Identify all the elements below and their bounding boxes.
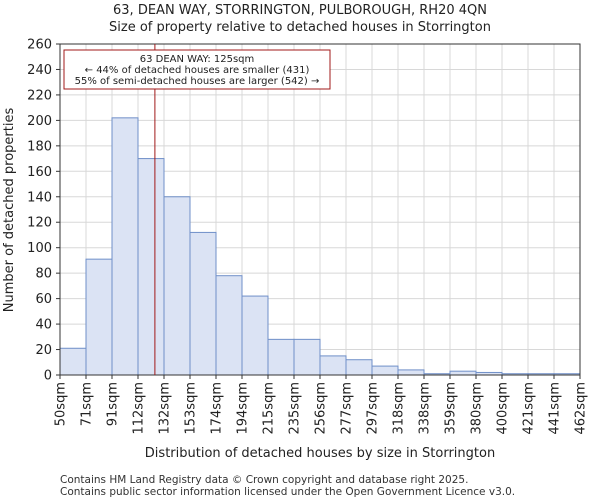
histogram-bar (111, 117, 139, 376)
histogram-bar (215, 275, 243, 376)
y-tick-label: 260 (27, 38, 52, 53)
x-axis: 50sqm 71sqm 91sqm 112sqm 132sqm 153sqm 174sqm 1… (54, 375, 589, 435)
x-tick-label: 235sqm (288, 382, 303, 435)
x-tick-label: 400sqm (496, 382, 511, 435)
chart-title: 63, DEAN WAY, STORRINGTON, PULBOROUGH, R… (113, 3, 487, 18)
y-tick-label: 100 (27, 241, 52, 256)
x-tick-label: 338sqm (418, 382, 433, 435)
x-tick-label: 421sqm (522, 382, 537, 435)
histogram-bar (345, 359, 373, 376)
x-tick-label: 256sqm (314, 382, 329, 435)
histogram-bar (267, 338, 295, 376)
y-tick-label: 0 (44, 369, 52, 384)
annotation-box (63, 49, 331, 90)
x-tick-label: 380sqm (470, 382, 485, 435)
y-axis: 0 20 40 60 80 100 120 140 160 180 200 220 240 260 (27, 38, 60, 384)
annotation-line-2: ← 44% of detached houses are smaller (43… (85, 65, 310, 76)
histogram-bar (59, 347, 87, 376)
y-tick-label: 200 (27, 114, 52, 129)
x-tick-label: 297sqm (366, 382, 381, 435)
y-tick-label: 80 (35, 267, 52, 282)
histogram-bar (319, 355, 347, 376)
footer-line-2: Contains public sector information licen… (60, 486, 515, 498)
y-axis-label: Number of detached properties (2, 108, 17, 313)
x-tick-label: 359sqm (444, 382, 459, 435)
histogram-bar (449, 370, 477, 376)
x-tick-label: 50sqm (54, 382, 69, 426)
y-tick-label: 240 (27, 63, 52, 78)
x-tick-label: 194sqm (236, 382, 251, 435)
histogram-bar (137, 158, 165, 376)
bars (59, 117, 581, 376)
y-tick-label: 120 (27, 216, 52, 231)
x-axis-label: Distribution of detached houses by size … (145, 446, 495, 461)
y-tick-label: 20 (35, 343, 52, 358)
footer-line-1: Contains HM Land Registry data © Crown c… (60, 474, 468, 486)
y-tick-label: 40 (35, 318, 52, 333)
x-tick-label: 277sqm (340, 382, 355, 435)
histogram-bar (371, 365, 399, 376)
histogram-bar (293, 338, 321, 376)
x-tick-label: 174sqm (210, 382, 225, 435)
y-tick-label: 60 (35, 292, 52, 307)
histogram-bar (189, 231, 217, 376)
annotation-line-3: 55% of semi-detached houses are larger (… (75, 76, 320, 87)
histogram-bar (163, 196, 191, 376)
x-tick-label: 462sqm (574, 382, 589, 435)
y-tick-label: 160 (27, 165, 52, 180)
x-tick-label: 112sqm (132, 382, 147, 435)
histogram-bar (397, 369, 425, 376)
x-tick-label: 132sqm (158, 382, 173, 435)
chart-subtitle: Size of property relative to detached ho… (109, 20, 491, 35)
y-tick-label: 220 (27, 88, 52, 103)
annotation-line-1: 63 DEAN WAY: 125sqm (140, 54, 255, 65)
annotation: 63 DEAN WAY: 125sqm ← 44% of detached ho… (63, 49, 331, 90)
y-tick-label: 140 (27, 190, 52, 205)
histogram-bar (241, 295, 269, 376)
x-tick-label: 215sqm (262, 382, 277, 435)
x-tick-label: 318sqm (392, 382, 407, 435)
x-tick-label: 71sqm (80, 382, 95, 426)
y-tick-label: 180 (27, 139, 52, 154)
x-tick-label: 153sqm (184, 382, 199, 435)
x-tick-label: 91sqm (106, 382, 121, 426)
x-tick-label: 441sqm (548, 382, 563, 435)
histogram-bar (85, 258, 113, 376)
